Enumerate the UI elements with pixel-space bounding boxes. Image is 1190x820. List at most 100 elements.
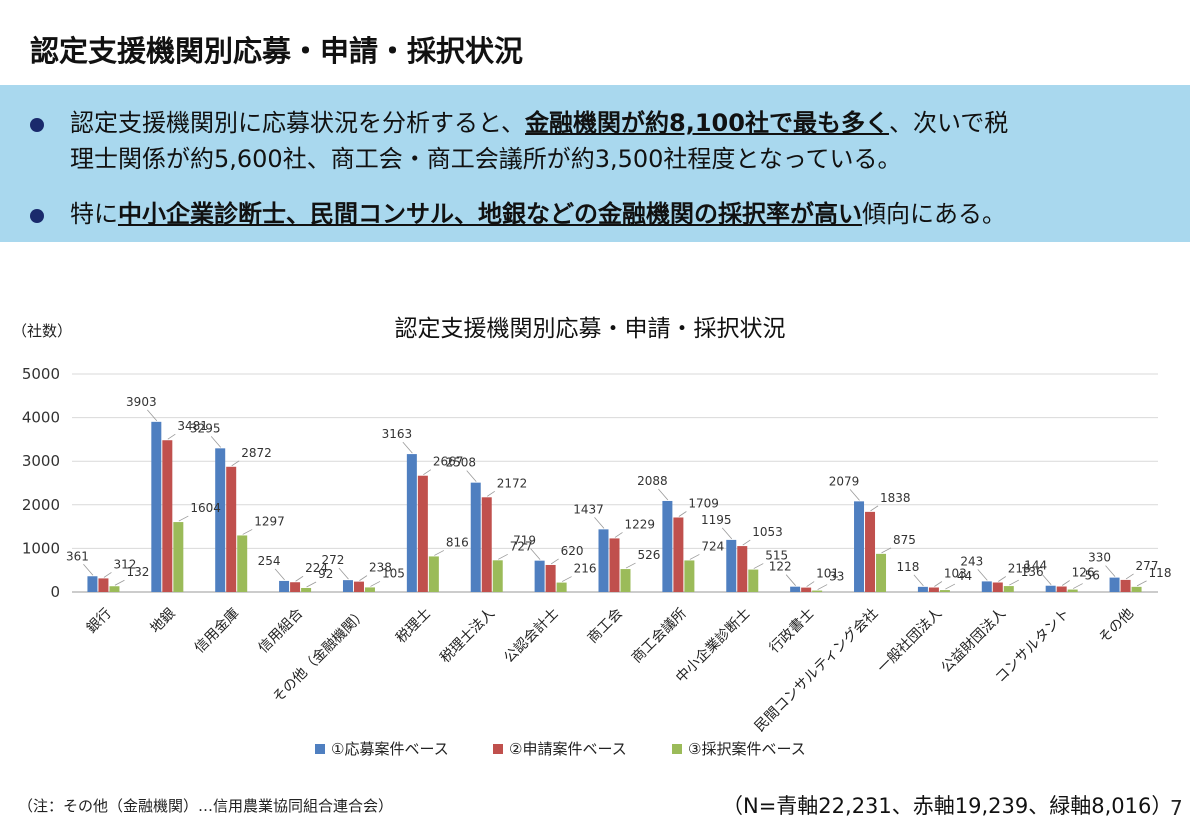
x-tick-label: その他 <box>1096 606 1137 647</box>
data-label: 103 <box>944 567 967 581</box>
x-tick-label: 公認会計士 <box>501 606 562 667</box>
data-label-leader <box>934 581 943 587</box>
data-label: 3295 <box>190 421 221 435</box>
bar <box>87 576 98 592</box>
bullet-2-emphasis: 中小企業診断士、民間コンサル、地銀などの金融機関の採択率が高い <box>118 200 862 228</box>
bar <box>470 482 481 592</box>
x-tick-label: 行政書士 <box>767 606 818 657</box>
data-label-leader <box>753 563 764 569</box>
data-label: 515 <box>765 549 788 563</box>
bar <box>801 587 812 592</box>
data-label: 1053 <box>752 525 783 539</box>
bar <box>748 569 759 592</box>
bar <box>342 580 353 592</box>
bullet-1-text-a: 認定支援機関別に応募状況を分析すると、 <box>70 109 526 137</box>
bar <box>981 581 992 592</box>
bars-layer <box>87 421 1142 592</box>
bullet-2-text-b: 傾向にある。 <box>862 200 1006 228</box>
data-label-leader <box>1125 573 1134 580</box>
data-label: 1229 <box>625 517 656 531</box>
y-tick-label: 2000 <box>22 496 60 514</box>
data-label-leader <box>295 575 304 582</box>
page-title: 認定支援機関別応募・申請・採択状況 <box>30 34 524 68</box>
data-label: 875 <box>893 533 916 547</box>
bar <box>492 560 503 592</box>
data-label-leader <box>614 532 623 538</box>
bar <box>1109 577 1120 592</box>
data-label: 101 <box>816 567 839 581</box>
data-label-leader <box>83 563 94 576</box>
data-label: 56 <box>1085 569 1100 583</box>
bar <box>406 454 417 592</box>
data-label-leader <box>998 576 1007 582</box>
data-label-leader <box>625 562 636 569</box>
bar <box>428 556 439 592</box>
data-label-leader <box>210 436 222 448</box>
bar <box>98 578 109 592</box>
x-tick-label: 信用金庫 <box>191 605 243 657</box>
data-label: 216 <box>574 562 597 576</box>
data-label-leader <box>806 581 815 587</box>
data-label: 238 <box>369 561 392 575</box>
chart-container: 認定支援機関別応募・申請・採択状況 （社数） 361 312 132 3903 3481… <box>0 290 1190 770</box>
data-label: 218 <box>1008 561 1031 575</box>
bullet-dot-icon <box>30 209 44 223</box>
legend-swatch <box>672 744 682 754</box>
data-label-leader <box>178 515 189 522</box>
bar <box>215 448 226 592</box>
bar <box>1045 585 1056 592</box>
bar <box>939 590 950 592</box>
data-label: 724 <box>701 539 724 553</box>
bar <box>673 517 684 592</box>
summary-bullet-2: 特に中小企業診断士、民間コンサル、地銀などの金融機関の採択率が高い傾向にある。 <box>30 196 1170 232</box>
y-tick-label: 5000 <box>22 365 60 383</box>
bar <box>481 497 492 592</box>
data-label: 122 <box>769 560 792 574</box>
data-label: 312 <box>113 557 136 571</box>
legend-swatch <box>493 744 503 754</box>
bar <box>1120 579 1131 592</box>
chart-title: 認定支援機関別応募・申請・採択状況 <box>395 316 786 342</box>
footnote: （注：その他（金融機関）…信用農業協同組合連合会） <box>18 797 394 815</box>
data-label-leader <box>147 409 158 422</box>
data-label: 277 <box>1136 559 1159 573</box>
data-label-leader <box>466 470 477 482</box>
data-label: 243 <box>960 554 983 568</box>
data-label-leader <box>742 539 751 546</box>
data-label-leader <box>1136 580 1147 587</box>
data-label: 254 <box>258 554 281 568</box>
bar <box>917 586 928 592</box>
data-label: 272 <box>322 553 345 567</box>
data-label-leader <box>689 554 700 560</box>
x-tick-label: 地銀 <box>148 606 179 637</box>
data-label: 2667 <box>433 455 464 469</box>
data-label: 727 <box>510 539 533 553</box>
bar <box>279 580 290 592</box>
data-label-leader <box>423 469 432 476</box>
data-label: 1437 <box>573 502 604 516</box>
data-label: 1604 <box>190 501 221 515</box>
bar <box>992 582 1003 592</box>
data-label: 3481 <box>177 419 208 433</box>
data-label-leader <box>945 583 956 590</box>
data-label-leader <box>913 574 924 587</box>
bar <box>737 546 748 592</box>
data-label-leader <box>658 488 669 501</box>
data-label: 224 <box>305 561 328 575</box>
data-label-leader <box>785 574 796 586</box>
bar <box>162 440 173 592</box>
bar <box>364 587 375 592</box>
data-label: 1297 <box>254 514 285 528</box>
bullet-2-text-a: 特に <box>70 200 118 228</box>
data-label-leader <box>561 576 572 582</box>
bar <box>609 538 620 592</box>
legend: ①応募案件ベース ②申請案件ベース ③採択案件ベース <box>315 740 806 758</box>
data-label-leader <box>103 572 112 578</box>
data-label: 3163 <box>382 427 413 441</box>
bar <box>598 529 609 592</box>
data-label-leader <box>530 548 541 560</box>
data-label-leader <box>231 460 240 467</box>
data-label: 1838 <box>880 491 911 505</box>
bar <box>620 569 631 592</box>
total-count-note: （N=青軸22,231、赤軸19,239、緑軸8,016） <box>722 794 1173 818</box>
